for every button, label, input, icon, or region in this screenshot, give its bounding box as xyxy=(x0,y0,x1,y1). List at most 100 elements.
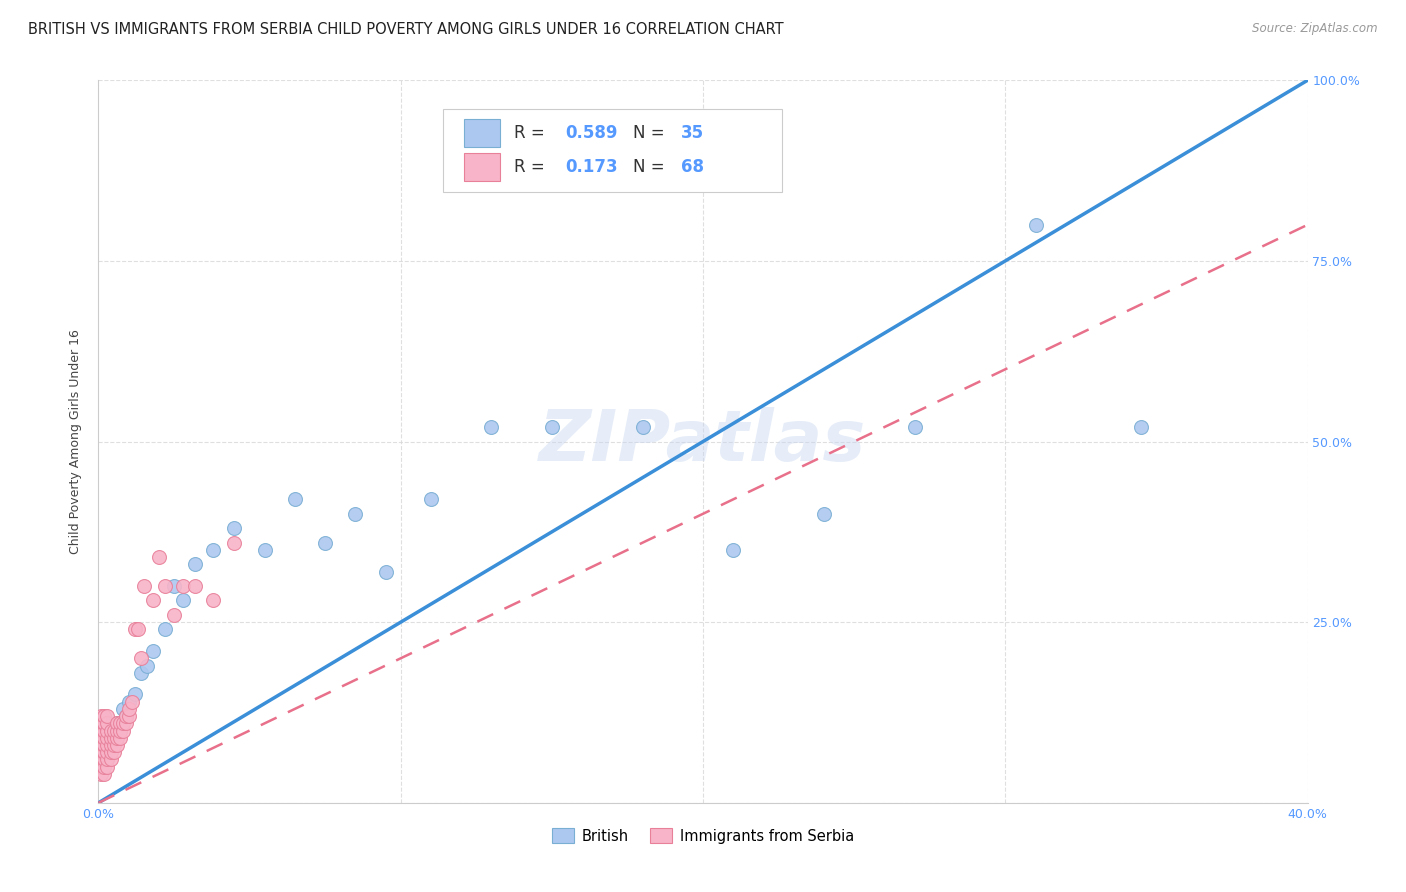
Point xyxy=(631,420,654,434)
Text: N =: N = xyxy=(633,158,669,176)
Text: R =: R = xyxy=(515,158,550,176)
Point xyxy=(105,738,128,752)
Point xyxy=(90,716,112,731)
Point xyxy=(153,623,176,637)
Point xyxy=(96,731,118,745)
Point xyxy=(481,420,503,434)
Point xyxy=(93,767,115,781)
Y-axis label: Child Poverty Among Girls Under 16: Child Poverty Among Girls Under 16 xyxy=(69,329,83,554)
Point xyxy=(314,535,336,549)
Point xyxy=(90,731,112,745)
Point xyxy=(202,593,225,607)
Point xyxy=(124,687,146,701)
Point xyxy=(103,738,125,752)
Point xyxy=(253,542,276,557)
Point xyxy=(90,745,112,759)
Text: 68: 68 xyxy=(682,158,704,176)
FancyBboxPatch shape xyxy=(443,109,782,193)
Point xyxy=(93,745,115,759)
Point xyxy=(90,723,112,738)
Point xyxy=(108,716,131,731)
Point xyxy=(163,579,186,593)
Point xyxy=(111,716,134,731)
Point xyxy=(813,507,835,521)
FancyBboxPatch shape xyxy=(464,153,501,181)
Point xyxy=(184,558,207,572)
Point xyxy=(93,760,115,774)
Point xyxy=(344,507,367,521)
Point xyxy=(90,738,112,752)
Text: 0.173: 0.173 xyxy=(565,158,617,176)
Point xyxy=(100,738,122,752)
Point xyxy=(118,695,141,709)
Point xyxy=(96,752,118,766)
Point xyxy=(129,665,152,680)
Point xyxy=(118,709,141,723)
Point xyxy=(96,731,118,745)
Point xyxy=(103,723,125,738)
Text: N =: N = xyxy=(633,124,669,142)
Point xyxy=(93,738,115,752)
Point xyxy=(100,738,122,752)
Point xyxy=(142,644,165,658)
Point xyxy=(135,658,157,673)
Point xyxy=(93,752,115,766)
Point xyxy=(127,623,149,637)
Point xyxy=(105,723,128,738)
Point xyxy=(129,651,152,665)
Point xyxy=(93,716,115,731)
Point xyxy=(108,723,131,738)
Point xyxy=(153,579,176,593)
Point xyxy=(90,731,112,745)
Point xyxy=(111,702,134,716)
Point xyxy=(105,716,128,731)
Point xyxy=(420,492,443,507)
Point xyxy=(90,760,112,774)
Point xyxy=(96,723,118,738)
Point xyxy=(132,579,155,593)
Text: R =: R = xyxy=(515,124,550,142)
Point xyxy=(114,709,136,723)
Point xyxy=(202,542,225,557)
Point xyxy=(108,723,131,738)
Point xyxy=(90,752,112,766)
Point xyxy=(93,709,115,723)
Point xyxy=(1130,420,1153,434)
Legend: British, Immigrants from Serbia: British, Immigrants from Serbia xyxy=(547,822,859,850)
Point xyxy=(100,723,122,738)
Point xyxy=(103,723,125,738)
Text: 0.589: 0.589 xyxy=(565,124,617,142)
Point xyxy=(96,716,118,731)
Point xyxy=(100,745,122,759)
Point xyxy=(172,579,194,593)
Point xyxy=(90,760,112,774)
Point xyxy=(96,738,118,752)
Point xyxy=(163,607,186,622)
Point xyxy=(93,745,115,759)
Point xyxy=(118,702,141,716)
Point xyxy=(224,535,246,549)
Point xyxy=(114,709,136,723)
Point xyxy=(93,716,115,731)
Point xyxy=(108,731,131,745)
Point xyxy=(374,565,396,579)
Point xyxy=(103,745,125,759)
Point xyxy=(96,745,118,759)
FancyBboxPatch shape xyxy=(464,119,501,147)
Point xyxy=(111,723,134,738)
Point xyxy=(723,542,745,557)
Point xyxy=(904,420,927,434)
Point xyxy=(114,716,136,731)
Point xyxy=(100,731,122,745)
Point xyxy=(103,731,125,745)
Text: BRITISH VS IMMIGRANTS FROM SERBIA CHILD POVERTY AMONG GIRLS UNDER 16 CORRELATION: BRITISH VS IMMIGRANTS FROM SERBIA CHILD … xyxy=(28,22,783,37)
Point xyxy=(96,709,118,723)
Point xyxy=(105,716,128,731)
Point xyxy=(121,695,143,709)
Point xyxy=(90,745,112,759)
Point xyxy=(96,760,118,774)
Point xyxy=(93,745,115,759)
Point xyxy=(224,521,246,535)
Point xyxy=(93,731,115,745)
Point xyxy=(284,492,307,507)
